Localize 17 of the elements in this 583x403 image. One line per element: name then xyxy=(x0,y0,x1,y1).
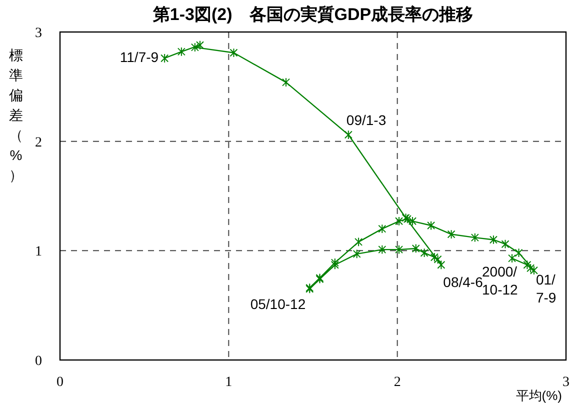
y-tick-label: 0 xyxy=(35,354,42,369)
annotation: 2000/10-12 xyxy=(482,263,518,298)
chart-title: 第1-3図(2) 各国の実質GDP成長率の推移 xyxy=(152,5,474,24)
y-tick-label: 3 xyxy=(35,26,42,41)
x-axis-title: 平均(%) xyxy=(516,388,562,403)
y-tick-label: 1 xyxy=(35,244,42,260)
y-axis-title: 標準偏差（%） xyxy=(9,47,23,183)
annotation: 09/1-3 xyxy=(346,112,386,128)
x-tick-label: 1 xyxy=(225,375,232,390)
annotation: 08/4-6 xyxy=(443,274,484,290)
x-tick-label: 3 xyxy=(562,375,570,390)
x-tick-label: 0 xyxy=(56,375,64,390)
annotation: 05/10-12 xyxy=(250,296,306,312)
annotation: 01/7-9 xyxy=(536,271,556,306)
x-tick-label: 2 xyxy=(394,375,401,390)
y-tick-label: 2 xyxy=(35,135,42,150)
annotation: 11/7-9 xyxy=(120,49,159,66)
